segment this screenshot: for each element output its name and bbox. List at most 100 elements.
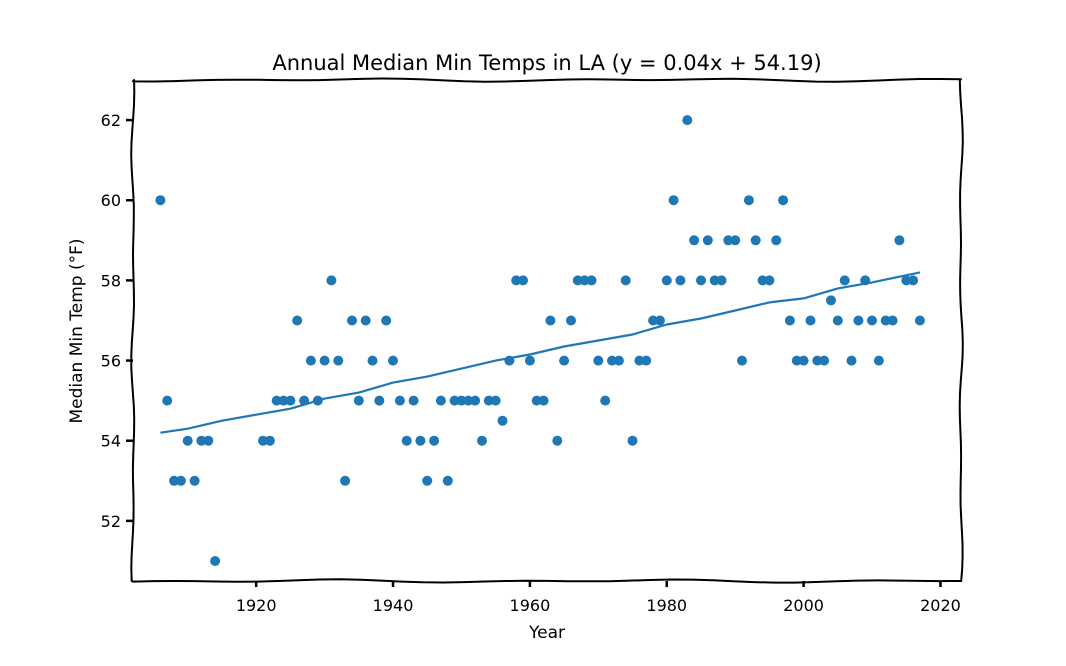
data-point <box>470 395 481 406</box>
data-point <box>264 435 275 446</box>
data-point <box>887 315 898 326</box>
data-point <box>531 395 542 406</box>
data-point <box>682 115 693 126</box>
data-point <box>880 315 891 326</box>
data-point <box>258 435 268 446</box>
data-point <box>353 395 364 406</box>
data-point <box>538 395 549 406</box>
data-point <box>778 195 789 206</box>
trend-line <box>160 271 921 434</box>
data-point <box>832 315 843 326</box>
plot-area <box>155 115 925 566</box>
data-point <box>340 475 351 486</box>
data-point <box>600 395 611 406</box>
x-axis: 1920 1940 1960 1980 2000 2020 <box>236 581 961 615</box>
data-point <box>750 235 761 246</box>
data-point <box>175 475 186 486</box>
data-point <box>292 315 303 326</box>
x-axis-label: Year <box>528 623 565 643</box>
data-point <box>374 395 385 406</box>
data-point <box>155 195 166 206</box>
data-point <box>477 435 487 446</box>
x-tick-label: 1940 <box>373 596 414 615</box>
data-point <box>620 275 631 286</box>
data-point <box>559 355 570 366</box>
data-point <box>593 355 604 366</box>
data-point <box>668 195 679 206</box>
data-point <box>586 275 597 286</box>
data-point <box>333 355 344 366</box>
data-point <box>182 435 193 446</box>
y-tick-label: 62 <box>101 111 121 130</box>
data-point <box>518 275 528 286</box>
data-point <box>914 315 925 326</box>
data-point <box>422 475 433 486</box>
data-point <box>408 395 419 406</box>
data-point <box>627 435 638 446</box>
data-point <box>867 315 877 326</box>
data-point <box>702 235 713 246</box>
data-point <box>853 315 864 326</box>
data-point <box>285 395 296 406</box>
data-point <box>737 355 747 366</box>
y-tick-label: 60 <box>101 191 121 210</box>
data-point <box>401 435 412 446</box>
data-point <box>278 395 289 406</box>
data-point <box>203 435 214 446</box>
y-tick-label: 52 <box>101 512 121 531</box>
x-tick-label: 1960 <box>510 596 551 615</box>
data-point <box>771 235 782 246</box>
data-point <box>675 275 686 286</box>
data-point <box>196 435 207 446</box>
data-point <box>764 275 775 286</box>
x-tick-label: 1980 <box>646 596 687 615</box>
data-point <box>429 435 440 446</box>
x-tick-label: 1920 <box>236 596 277 615</box>
data-point <box>566 315 576 326</box>
data-point <box>743 195 754 206</box>
data-point <box>654 315 665 326</box>
y-tick-label: 56 <box>101 352 121 371</box>
data-point <box>394 395 405 406</box>
data-point <box>661 275 672 286</box>
data-point <box>552 435 563 446</box>
data-point <box>696 275 706 286</box>
data-point <box>819 355 830 366</box>
data-point <box>545 315 556 326</box>
data-point <box>367 355 378 366</box>
data-point <box>607 355 617 366</box>
data-point <box>641 355 652 366</box>
data-point <box>360 315 371 326</box>
y-tick-label: 58 <box>101 271 121 290</box>
data-point <box>689 235 700 246</box>
data-point <box>415 435 426 446</box>
data-point <box>723 235 734 246</box>
data-point <box>873 355 884 366</box>
data-point <box>442 475 453 486</box>
data-point <box>846 355 857 366</box>
data-point <box>189 475 200 486</box>
data-point <box>497 415 508 426</box>
data-point <box>388 355 398 366</box>
data-point <box>894 235 905 246</box>
x-tick-label: 2000 <box>783 596 824 615</box>
plot-frame <box>130 77 964 584</box>
data-point <box>305 355 316 366</box>
y-tick-label: 54 <box>101 432 121 451</box>
data-point <box>839 275 850 286</box>
data-point <box>347 315 357 326</box>
y-axis-label: Median Min Temp (°F) <box>67 238 87 423</box>
data-point <box>319 355 330 366</box>
data-point <box>716 275 727 286</box>
data-point <box>210 556 221 566</box>
data-point <box>908 275 919 286</box>
data-point <box>826 295 836 306</box>
data-point <box>326 275 337 286</box>
data-point <box>730 235 741 246</box>
data-point <box>162 395 173 406</box>
data-point <box>798 355 809 366</box>
data-point <box>381 315 392 326</box>
x-tick-label: 2020 <box>920 596 961 615</box>
data-point <box>784 315 795 326</box>
